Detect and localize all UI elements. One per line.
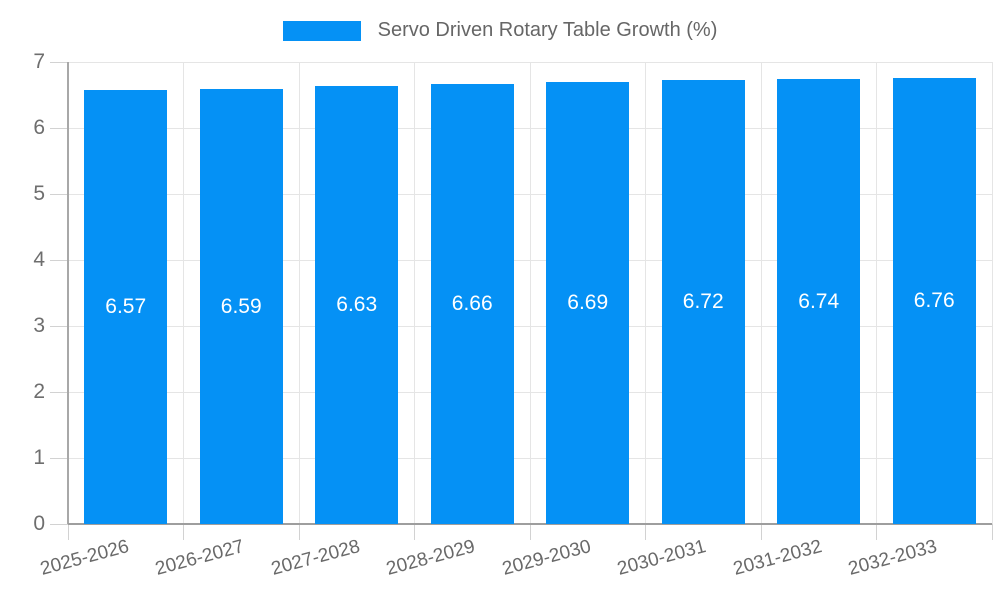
y-tick-mark: [50, 259, 68, 261]
bar-value-label: 6.76: [913, 288, 955, 312]
x-tick-mark: [529, 524, 531, 540]
bar-value-label: 6.66: [451, 292, 493, 316]
y-tick-mark: [50, 127, 68, 129]
x-gridline: [760, 62, 762, 524]
y-axis-tick-label: 4: [33, 248, 45, 271]
legend[interactable]: Servo Driven Rotary Table Growth (%): [0, 19, 1000, 42]
x-axis-tick-label: 2025-2026: [37, 536, 132, 580]
x-axis-tick-label: 2031-2032: [730, 536, 825, 580]
bar[interactable]: 6.69: [546, 82, 630, 524]
bar-value-label: 6.72: [682, 290, 724, 314]
bar[interactable]: 6.57: [84, 90, 168, 524]
y-axis-tick-label: 0: [33, 512, 45, 535]
y-tick-mark: [50, 391, 68, 393]
x-tick-mark: [991, 524, 993, 540]
x-gridline: [183, 62, 184, 524]
y-axis-tick-label: 7: [33, 50, 45, 73]
bar[interactable]: 6.72: [661, 80, 745, 524]
y-axis-tick-label: 1: [33, 446, 45, 469]
x-axis-tick-label: 2030-2031: [615, 536, 709, 580]
x-tick-mark: [298, 524, 300, 540]
bar-value-label: 6.63: [336, 293, 378, 317]
bar-value-label: 6.69: [567, 291, 609, 315]
bar-value-label: 6.74: [798, 289, 840, 313]
y-tick-mark: [50, 61, 68, 63]
bar[interactable]: 6.74: [777, 79, 861, 524]
y-tick-mark: [50, 325, 68, 327]
y-axis-tick-label: 6: [33, 116, 45, 139]
y-axis-line: [67, 62, 69, 524]
bar[interactable]: 6.59: [199, 89, 283, 524]
y-tick-mark: [50, 523, 68, 525]
x-axis-tick-label: 2029-2030: [499, 536, 594, 580]
y-gridline: [68, 61, 992, 63]
x-tick-mark: [760, 524, 762, 540]
legend-swatch-icon: [282, 20, 361, 41]
x-axis-tick-label: 2026-2027: [153, 536, 247, 580]
bar[interactable]: 6.76: [892, 77, 976, 524]
plot-area: 0 1 2 3 4 5 6 7 6.57 6.59 6.63 6.66 6.69 6.72 6.74 6.76…: [33, 50, 993, 580]
y-tick-mark: [50, 457, 68, 459]
x-gridline: [876, 62, 877, 524]
bar-value-label: 6.57: [105, 295, 147, 319]
x-axis-tick-label: 2028-2029: [384, 536, 478, 580]
x-tick-mark: [183, 524, 184, 540]
legend-label: Servo Driven Rotary Table Growth (%): [377, 19, 718, 41]
bar[interactable]: 6.66: [430, 84, 514, 524]
y-axis-tick-label: 3: [33, 314, 45, 337]
x-gridline: [414, 62, 415, 524]
x-gridline: [529, 62, 531, 524]
y-axis-tick-label: 2: [33, 380, 45, 403]
x-axis-tick-label: 2032-2033: [846, 536, 940, 580]
x-gridline: [645, 62, 646, 524]
bar-value-label: 6.59: [220, 294, 262, 318]
x-gridline: [298, 62, 300, 524]
x-tick-mark: [876, 524, 877, 540]
x-tick-mark: [645, 524, 646, 540]
x-gridline: [991, 62, 993, 524]
x-tick-mark: [414, 524, 415, 540]
y-tick-mark: [50, 193, 68, 195]
x-tick-mark: [67, 524, 69, 540]
x-axis-tick-label: 2027-2028: [268, 536, 363, 580]
bar[interactable]: 6.63: [315, 86, 399, 524]
y-axis-tick-label: 5: [33, 182, 45, 205]
